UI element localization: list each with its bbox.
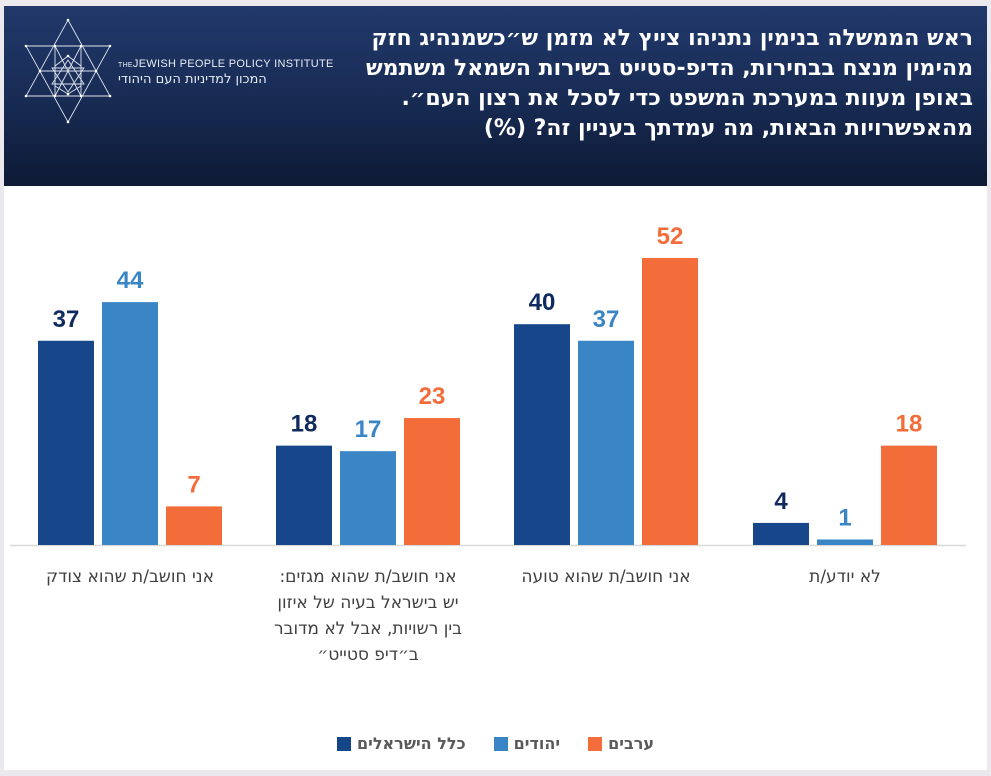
- data-label: 23: [419, 383, 446, 410]
- data-label: 18: [291, 411, 318, 438]
- data-label: 1: [838, 504, 851, 531]
- bar: [404, 418, 460, 545]
- logo-name-en-text: JEWISH PEOPLE POLICY INSTITUTE: [132, 58, 334, 70]
- header-banner: THEJEWISH PEOPLE POLICY INSTITUTE המכון …: [4, 6, 987, 186]
- bar: [102, 302, 158, 545]
- data-label: 37: [53, 306, 80, 333]
- category-label: לא יודע/ת: [809, 567, 881, 587]
- bar: [753, 522, 809, 545]
- legend-item: ערבים: [588, 734, 654, 753]
- legend-swatch: [337, 736, 351, 751]
- bar: [514, 324, 570, 545]
- data-label: 37: [593, 306, 620, 333]
- bar: [642, 257, 698, 545]
- data-label: 52: [657, 223, 684, 250]
- data-label: 40: [529, 289, 556, 316]
- jppi-logo: THEJEWISH PEOPLE POLICY INSTITUTE המכון …: [18, 14, 338, 124]
- category-label: אני חושב/ת שהוא צודק: [46, 567, 214, 587]
- legend: ערבים יהודים כלל הישראלים: [4, 734, 987, 753]
- category-label: אני חושב/ת שהוא טועה: [521, 567, 691, 587]
- chart-card: THEJEWISH PEOPLE POLICY INSTITUTE המכון …: [4, 6, 987, 770]
- bar-chart: 37 44 7 18 17 23 40 37 52 4 1 18: [10, 223, 966, 547]
- legend-swatch: [588, 736, 603, 751]
- logo-prefix: THE: [118, 62, 133, 69]
- bar: [276, 445, 332, 545]
- legend-label: ערבים: [608, 734, 654, 753]
- legend-item: יהודים: [493, 734, 561, 753]
- data-label: 4: [774, 488, 788, 515]
- logo-name-english: THEJEWISH PEOPLE POLICY INSTITUTE: [118, 58, 334, 70]
- legend-swatch: [493, 736, 508, 751]
- data-label: 44: [117, 267, 144, 294]
- legend-item: כלל הישראלים: [337, 734, 466, 753]
- legend-label: יהודים: [513, 734, 561, 753]
- legend-label: כלל הישראלים: [357, 734, 466, 753]
- bar: [881, 445, 937, 545]
- star-of-david-geometric-icon: [24, 18, 112, 124]
- chart-title: ראש הממשלה בנימין נתניהו צייץ לא מזמן ש״…: [366, 26, 973, 141]
- data-label: 17: [355, 416, 382, 443]
- bar: [166, 506, 222, 545]
- bar: [817, 539, 873, 545]
- bar: [38, 340, 94, 545]
- data-label: 18: [896, 411, 923, 438]
- bar: [578, 340, 634, 545]
- bar: [340, 451, 396, 545]
- data-label: 7: [187, 471, 200, 498]
- category-label: אני חושב/ת שהוא מגזים: יש בישראל בעיה של…: [274, 567, 462, 665]
- logo-name-hebrew: המכון למדיניות העם היהודי: [118, 72, 267, 87]
